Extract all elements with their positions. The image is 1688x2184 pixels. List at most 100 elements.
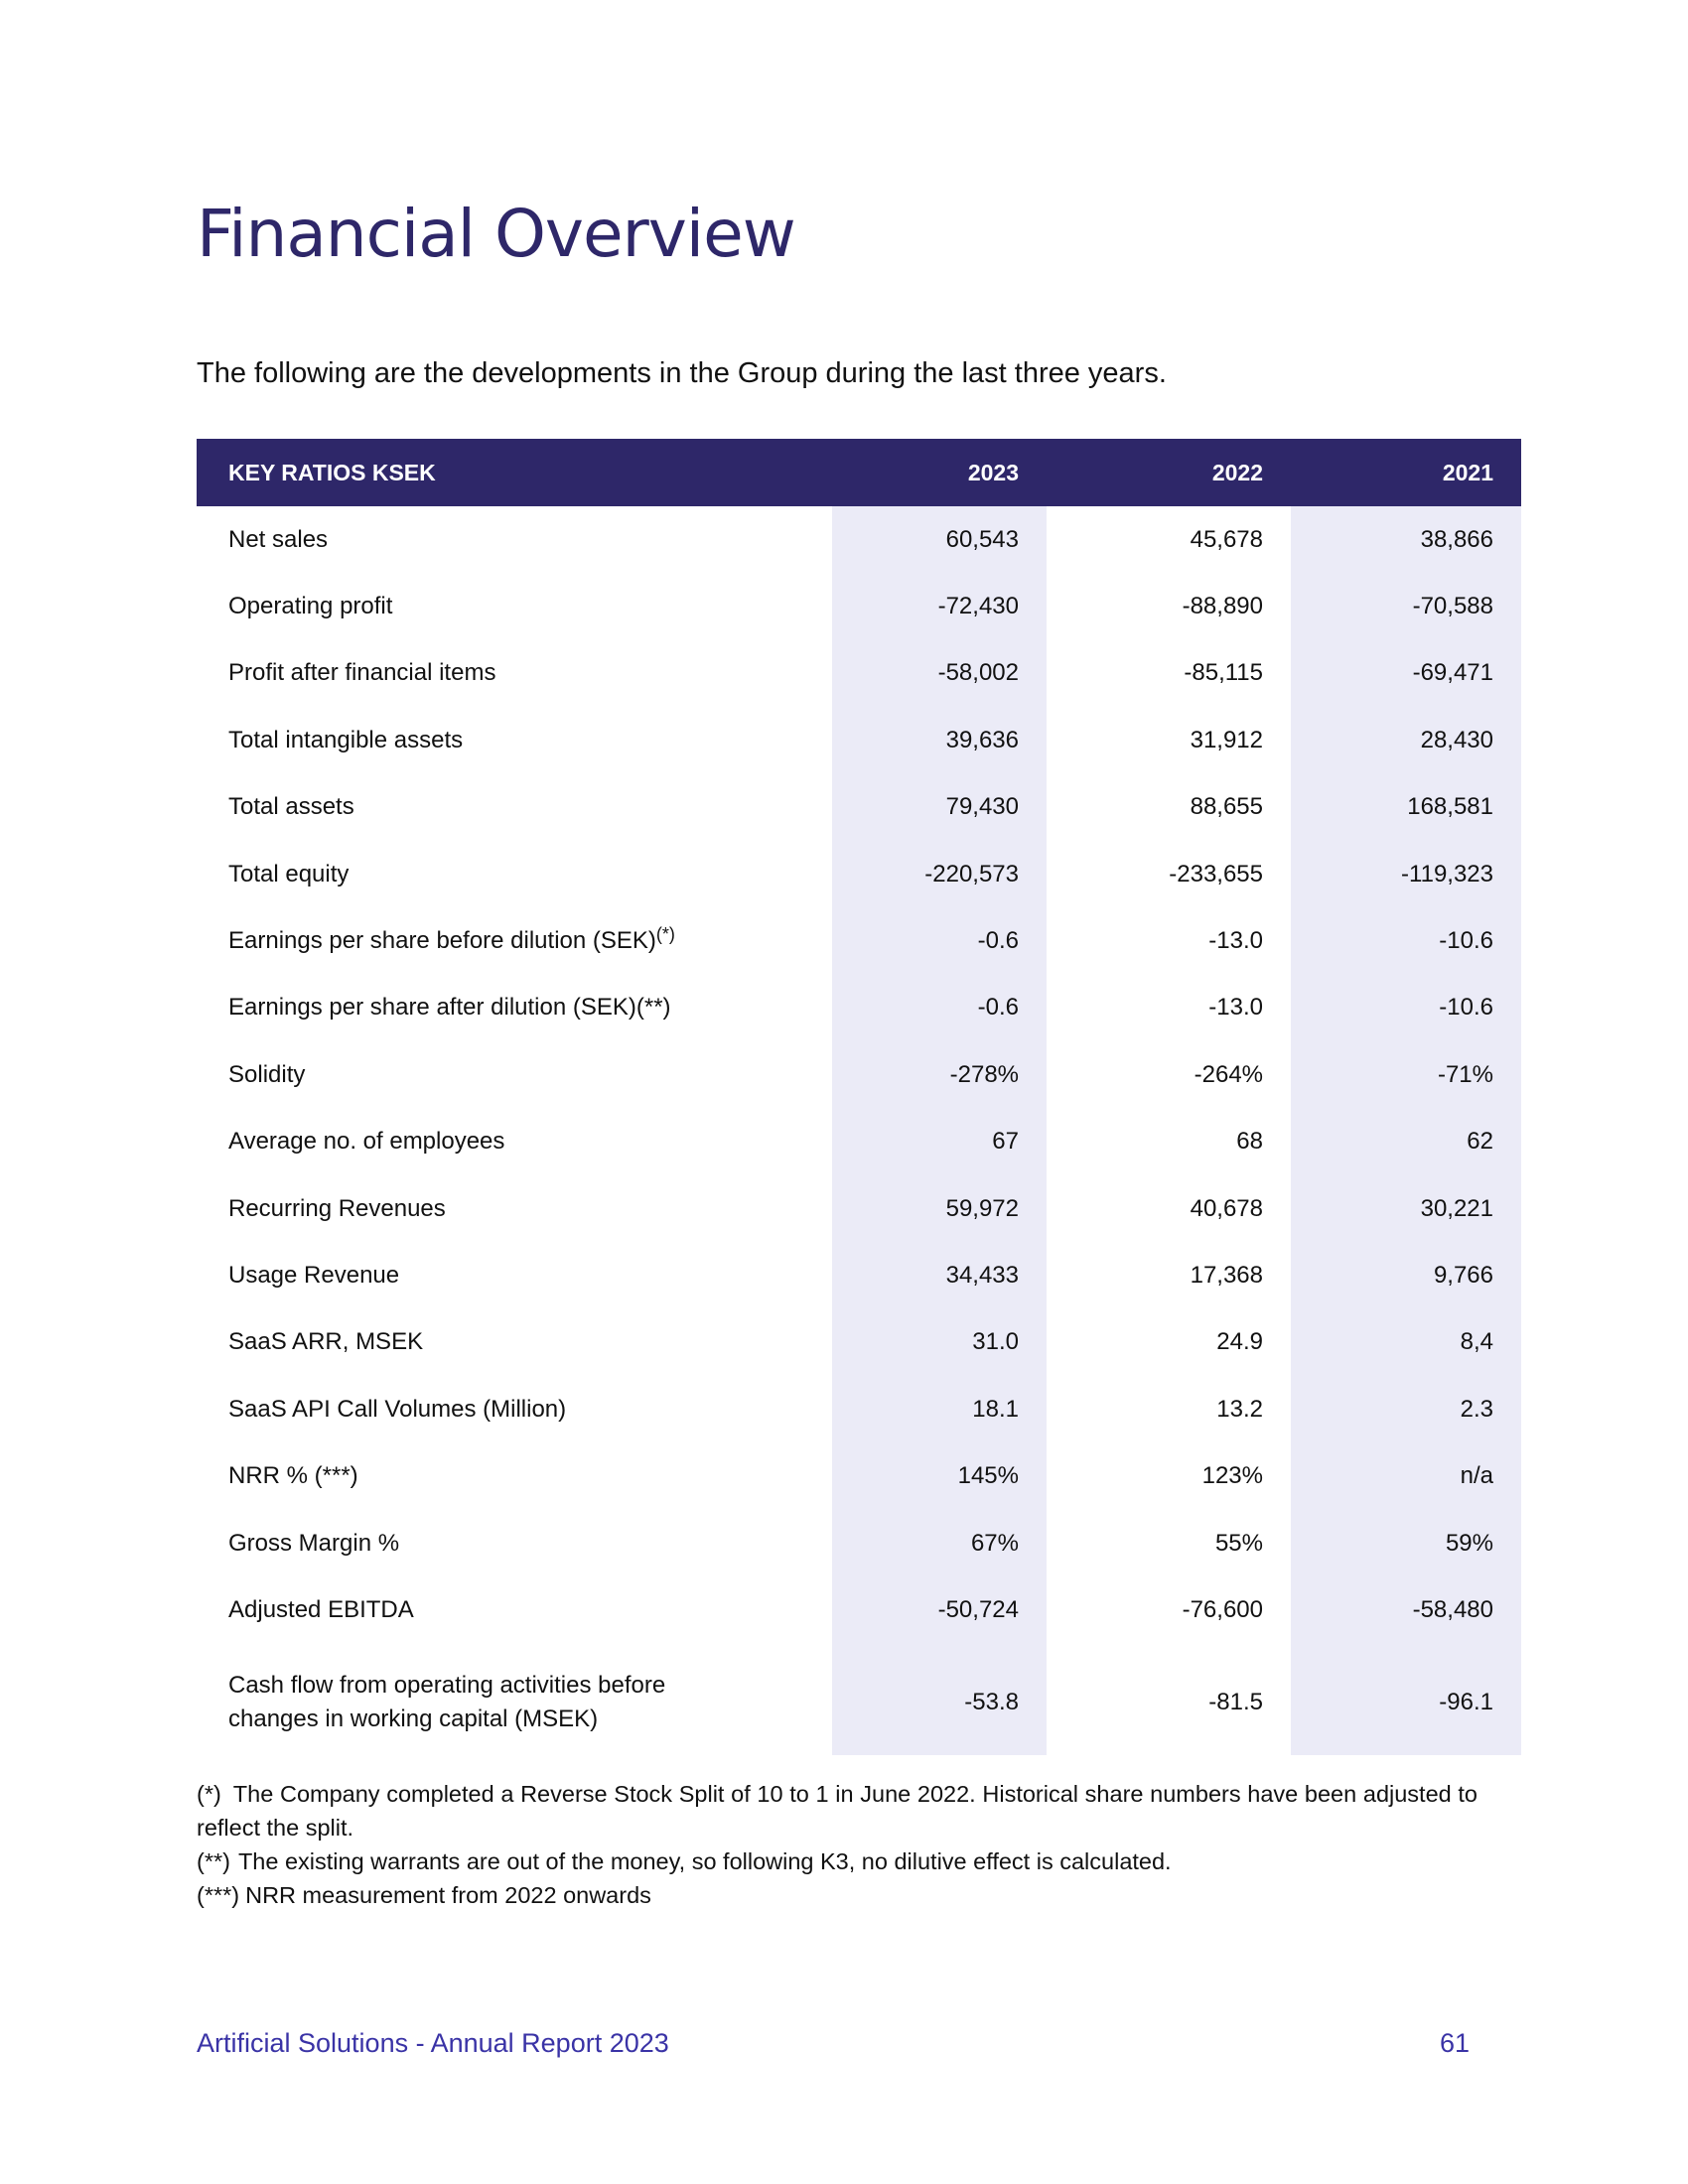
row-label-line: Cash flow from operating activities befo…	[228, 1671, 666, 1699]
column-header-2023: 2023	[832, 439, 1047, 506]
row-label-text: Operating profit	[228, 593, 393, 620]
cell-value-2022: -13.0	[1208, 994, 1263, 1022]
row-label: Profit after financial items	[197, 640, 832, 707]
table-row: Gross Margin % 67% 55% 59%	[197, 1509, 1521, 1577]
cell-value-2022: -85,115	[1184, 659, 1263, 687]
cell-value-2021: 30,221	[1291, 1174, 1521, 1243]
cell-value-2021: -10.6	[1291, 907, 1521, 975]
cell-value-2023: 34,433	[832, 1242, 1047, 1309]
cell-value-2023: -0.6	[832, 907, 1047, 975]
row-label: Operating profit	[197, 573, 832, 639]
table-row: SaaS API Call Volumes (Million) 18.1 13.2 2…	[197, 1376, 1521, 1443]
cell-value-2021: 28,430	[1291, 707, 1521, 774]
table-row: Net sales 60,543 45,678 38,866	[197, 506, 1521, 574]
table-row: Total equity -220,573 -233,655 -119,323	[197, 840, 1521, 908]
cell-value-2022: 88,655	[1190, 793, 1263, 821]
row-label: Adjusted EBITDA	[197, 1576, 832, 1643]
cell-value-2023: 60,543	[832, 506, 1047, 574]
cell-value-2023: -0.6	[832, 974, 1047, 1042]
cell-value-2023: 67	[832, 1108, 1047, 1175]
cell-value-2022: 17,368	[1190, 1261, 1263, 1289]
row-label-text: SaaS API Call Volumes (Million)	[228, 1395, 567, 1423]
row-label-text: Adjusted EBITDA	[228, 1595, 414, 1623]
row-label: Cash flow from operating activities befo…	[197, 1644, 832, 1755]
table-header-row: KEY RATIOS KSEK 2023 2022 2021	[197, 439, 1521, 506]
cell-value-2021: 62	[1291, 1108, 1521, 1175]
footnote-1: (*) The Company completed a Reverse Stock…	[197, 1777, 1477, 1844]
cell-value-2021: 8,4	[1291, 1308, 1521, 1377]
table-row: Adjusted EBITDA -50,724 -76,600 -58,480	[197, 1576, 1521, 1644]
table-row: SaaS ARR, MSEK 31.0 24.9 8,4	[197, 1308, 1521, 1377]
cell-value-2023: -50,724	[832, 1576, 1047, 1644]
cell-value-2023: -220,573	[832, 840, 1047, 908]
row-label: NRR % (***)	[197, 1442, 832, 1509]
column-header-key-ratios: KEY RATIOS KSEK	[197, 439, 832, 506]
row-label-text: Total intangible assets	[228, 726, 464, 753]
cell-value-2022: 45,678	[1190, 525, 1263, 553]
table-row: Cash flow from operating activities befo…	[197, 1643, 1521, 1755]
row-label-text: Earnings per share before dilution (SEK)	[228, 927, 656, 955]
footnote-2: (**) The existing warrants are out of the…	[197, 1844, 1477, 1878]
cell-value-2021: -119,323	[1291, 840, 1521, 908]
row-label-text: NRR % (***)	[228, 1462, 358, 1490]
row-label-text: Total assets	[228, 793, 354, 821]
cell-value-2023: -53.8	[832, 1643, 1047, 1755]
intro-paragraph: The following are the developments in th…	[197, 357, 1167, 389]
cell-value-2023: 31.0	[832, 1308, 1047, 1377]
column-header-2021: 2021	[1291, 439, 1521, 506]
cell-value-2022: -13.0	[1208, 927, 1263, 955]
row-label-text: Recurring Revenues	[228, 1194, 446, 1222]
row-label: Gross Margin %	[197, 1510, 832, 1576]
key-ratios-table: KEY RATIOS KSEK 2023 2022 2021 Net sales…	[197, 439, 1521, 1755]
row-label-text: Earnings per share after dilution (SEK)(…	[228, 994, 671, 1022]
row-label: SaaS API Call Volumes (Million)	[197, 1376, 832, 1442]
table-row: NRR % (***) 145% 123% n/a	[197, 1442, 1521, 1510]
cell-value-2023: 59,972	[832, 1174, 1047, 1243]
footnote-mark: (**)	[197, 1848, 230, 1874]
row-label: Total intangible assets	[197, 707, 832, 773]
cell-value-2022: 31,912	[1190, 726, 1263, 753]
row-label-text: Total equity	[228, 860, 350, 887]
table-row: Earnings per share after dilution (SEK)(…	[197, 974, 1521, 1042]
cell-value-2021: 38,866	[1291, 506, 1521, 574]
row-label: Solidity	[197, 1041, 832, 1108]
footnote-text: The Company completed a Reverse Stock Sp…	[197, 1781, 1477, 1841]
row-label-text: SaaS ARR, MSEK	[228, 1328, 424, 1356]
table-row: Total intangible assets 39,636 31,912 28,43…	[197, 707, 1521, 774]
row-label-text: Usage Revenue	[228, 1261, 400, 1289]
row-label-text: Solidity	[228, 1060, 306, 1088]
row-label: Net sales	[197, 506, 832, 573]
row-label: SaaS ARR, MSEK	[197, 1309, 832, 1376]
cell-value-2021: -70,588	[1291, 573, 1521, 640]
table-row: Total assets 79,430 88,655 168,581	[197, 773, 1521, 841]
cell-value-2021: -69,471	[1291, 639, 1521, 708]
table-row: Recurring Revenues 59,972 40,678 30,221	[197, 1174, 1521, 1243]
footnote-3: (***) NRR measurement from 2022 onwards	[197, 1878, 1477, 1912]
row-label-text: Profit after financial items	[228, 659, 496, 687]
cell-value-2022: -88,890	[1182, 593, 1263, 620]
cell-value-2022: -76,600	[1182, 1595, 1263, 1623]
table-row: Average no. of employees 67 68 62	[197, 1108, 1521, 1175]
row-label-line: changes in working capital (MSEK)	[228, 1705, 599, 1732]
cell-value-2021: -71%	[1291, 1041, 1521, 1109]
cell-value-2022: -81.5	[1208, 1688, 1263, 1715]
row-label-text: Net sales	[228, 525, 329, 553]
footnote-mark: (*)	[197, 1781, 221, 1807]
cell-value-2021: -96.1	[1291, 1643, 1521, 1755]
row-label: Total equity	[197, 841, 832, 907]
cell-value-2023: 18.1	[832, 1376, 1047, 1443]
row-label: Earnings per share after dilution (SEK)(…	[197, 975, 832, 1041]
cell-value-2022: 68	[1236, 1128, 1263, 1156]
cell-value-2023: 39,636	[832, 707, 1047, 774]
cell-value-2023: 145%	[832, 1442, 1047, 1510]
row-label-text: Gross Margin %	[228, 1529, 400, 1557]
table-row: Usage Revenue 34,433 17,368 9,766	[197, 1242, 1521, 1309]
row-label: Average no. of employees	[197, 1109, 832, 1175]
table-row: Earnings per share before dilution (SEK)…	[197, 907, 1521, 975]
cell-value-2022: 24.9	[1216, 1328, 1263, 1356]
row-label: Usage Revenue	[197, 1242, 832, 1308]
cell-value-2021: n/a	[1291, 1442, 1521, 1510]
cell-value-2021: 168,581	[1291, 773, 1521, 841]
table-row: Operating profit -72,430 -88,890 -70,588	[197, 573, 1521, 640]
cell-value-2023: -278%	[832, 1041, 1047, 1109]
